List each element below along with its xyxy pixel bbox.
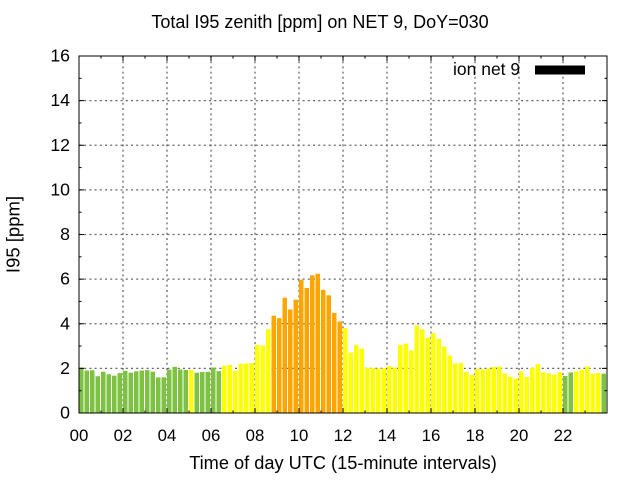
svg-text:08: 08 xyxy=(246,426,265,445)
svg-text:16: 16 xyxy=(50,46,70,66)
svg-text:12: 12 xyxy=(50,135,70,155)
svg-text:00: 00 xyxy=(70,426,89,445)
svg-text:4: 4 xyxy=(60,313,70,333)
svg-text:10: 10 xyxy=(290,426,309,445)
svg-text:14: 14 xyxy=(378,426,397,445)
svg-text:0: 0 xyxy=(60,403,70,423)
svg-text:04: 04 xyxy=(158,426,177,445)
svg-text:Time of day UTC (15-minute int: Time of day UTC (15-minute intervals) xyxy=(189,453,497,473)
svg-text:2: 2 xyxy=(60,358,70,378)
svg-text:ion net 9: ion net 9 xyxy=(453,59,520,79)
svg-text:20: 20 xyxy=(510,426,529,445)
svg-text:16: 16 xyxy=(422,426,441,445)
svg-text:10: 10 xyxy=(50,179,70,199)
svg-text:18: 18 xyxy=(466,426,485,445)
svg-text:06: 06 xyxy=(202,426,221,445)
svg-text:22: 22 xyxy=(554,426,573,445)
svg-text:02: 02 xyxy=(114,426,133,445)
svg-text:I95 [ppm]: I95 [ppm] xyxy=(3,196,24,273)
svg-text:6: 6 xyxy=(60,269,70,289)
svg-text:Total I95 zenith [ppm] on NET: Total I95 zenith [ppm] on NET 9, DoY=030 xyxy=(151,12,488,32)
svg-text:12: 12 xyxy=(334,426,353,445)
svg-text:8: 8 xyxy=(60,224,70,244)
svg-text:14: 14 xyxy=(50,90,70,110)
